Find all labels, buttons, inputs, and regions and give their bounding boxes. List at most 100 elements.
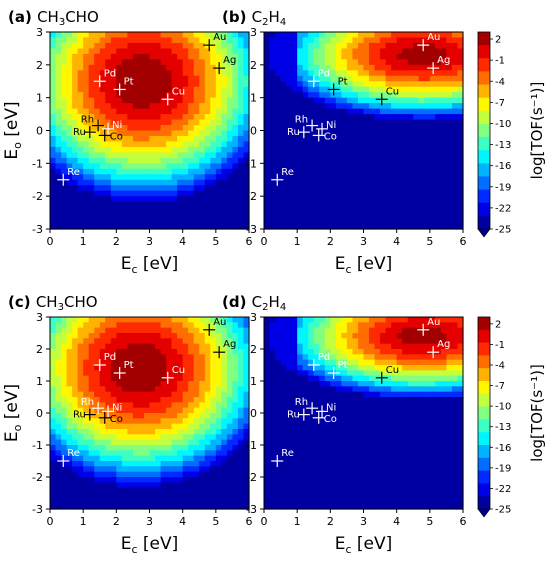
heatmap-cell <box>193 223 200 230</box>
heatmap-cell <box>391 461 398 467</box>
heatmap-cell <box>357 493 365 499</box>
heatmap-cell <box>237 439 245 446</box>
heatmap-cell <box>313 317 320 323</box>
heatmap-cell <box>396 354 403 361</box>
heatmap-cell <box>280 146 287 153</box>
heatmap-cell <box>457 218 464 225</box>
heatmap-cell <box>110 212 117 219</box>
heatmap-cell <box>171 190 178 197</box>
heatmap-cell <box>341 439 348 446</box>
heatmap-cell <box>297 218 304 225</box>
heatmap-cell <box>204 359 211 366</box>
heatmap-cell <box>396 92 403 99</box>
heatmap-cell <box>204 386 211 393</box>
heatmap-cell <box>237 146 245 153</box>
heatmap-cell <box>297 37 304 44</box>
heatmap-cell <box>177 359 184 366</box>
heatmap-cell <box>61 53 68 60</box>
metal-label: Co <box>110 131 123 142</box>
heatmap-cell <box>308 445 315 451</box>
heatmap-cell <box>94 327 101 334</box>
heatmap-cell <box>435 218 442 225</box>
heatmap-cell <box>121 359 128 366</box>
heatmap-cell <box>335 32 342 39</box>
metal-label: Re <box>67 167 80 178</box>
heatmap-cell <box>237 413 245 419</box>
heatmap-cell <box>402 125 409 132</box>
heatmap-cell <box>66 429 73 435</box>
heatmap-cell <box>385 218 392 225</box>
heatmap-cell <box>50 190 57 197</box>
heatmap-cell <box>66 114 73 121</box>
heatmap-cell <box>138 185 145 192</box>
heatmap-cell <box>199 86 206 93</box>
heatmap-cell <box>341 327 348 334</box>
heatmap-cell <box>391 317 398 323</box>
heatmap-cell <box>204 397 211 403</box>
heatmap-cell <box>363 75 370 82</box>
heatmap-cell <box>269 53 276 60</box>
heatmap-cell <box>55 493 62 499</box>
heatmap-cell <box>346 338 354 345</box>
heatmap-cell <box>143 498 151 505</box>
heatmap-cell <box>215 86 222 93</box>
heatmap-cell <box>155 64 162 71</box>
heatmap-cell <box>391 179 398 186</box>
heatmap-cell <box>215 487 222 494</box>
heatmap-cell <box>297 152 304 159</box>
heatmap-cell <box>94 92 101 99</box>
heatmap-cell <box>77 343 84 350</box>
heatmap-cell <box>429 37 436 44</box>
heatmap-cell <box>127 223 134 230</box>
heatmap-cell <box>243 386 250 393</box>
heatmap-cell <box>55 466 62 473</box>
heatmap-cell <box>457 212 464 219</box>
heatmap-cell <box>457 163 464 170</box>
heatmap-cell <box>143 487 151 494</box>
heatmap-cell <box>280 429 287 435</box>
heatmap-cell <box>297 179 304 186</box>
heatmap-cell <box>264 322 271 329</box>
heatmap-cell <box>369 493 376 499</box>
heatmap-cell <box>94 168 101 175</box>
heatmap-cell <box>110 207 117 214</box>
heatmap-cell <box>221 439 228 446</box>
heatmap-cell <box>232 70 239 77</box>
heatmap-cell <box>275 125 282 132</box>
heatmap-cell <box>171 493 178 499</box>
heatmap-cell <box>357 103 365 110</box>
heatmap-cell <box>374 338 381 345</box>
heatmap-cell <box>335 70 342 77</box>
heatmap-cell <box>391 482 398 489</box>
heatmap-cell <box>99 64 106 71</box>
heatmap-cell <box>138 146 145 153</box>
heatmap-cell <box>210 455 217 462</box>
heatmap-cell <box>50 163 57 170</box>
heatmap-cell <box>369 327 376 334</box>
heatmap-cell <box>149 48 156 55</box>
heatmap-cell <box>402 135 409 143</box>
heatmap-cell <box>380 423 387 430</box>
heatmap-cell <box>138 423 145 430</box>
heatmap-cell <box>380 185 387 192</box>
heatmap-cell <box>110 179 117 186</box>
heatmap-cell <box>269 212 276 219</box>
heatmap-cell <box>177 471 184 478</box>
heatmap-cell <box>143 477 151 483</box>
heatmap-cell <box>149 391 156 398</box>
heatmap-cell <box>116 503 123 510</box>
heatmap-cell <box>193 75 200 82</box>
heatmap-cell <box>232 333 239 339</box>
heatmap-cell <box>188 190 195 197</box>
heatmap-cell <box>335 103 342 110</box>
heatmap-cell <box>330 48 337 55</box>
heatmap-cell <box>72 141 79 148</box>
heatmap-cell <box>243 42 250 50</box>
heatmap-cell <box>374 157 381 164</box>
heatmap-cell <box>330 196 337 203</box>
heatmap-cell <box>50 108 57 115</box>
heatmap-cell <box>199 402 206 409</box>
heatmap-cell <box>319 445 326 451</box>
heatmap-cell <box>50 466 57 473</box>
heatmap-cell <box>99 70 106 77</box>
